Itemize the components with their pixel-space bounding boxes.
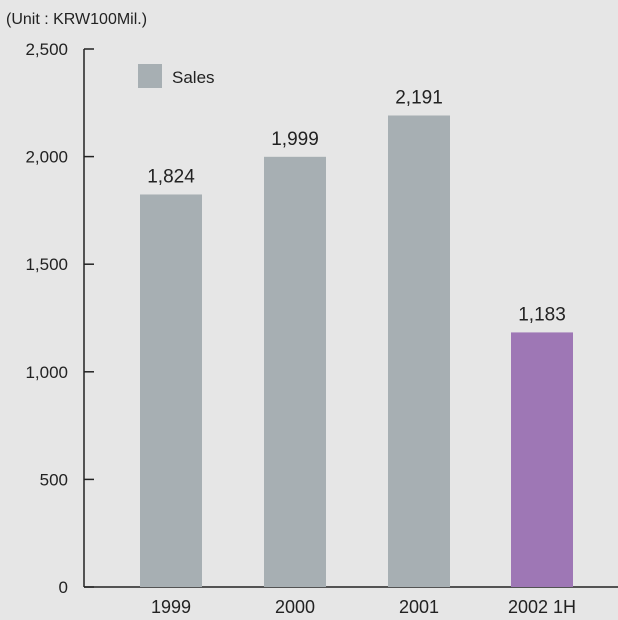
bar-1999: [140, 194, 202, 587]
x-tick-label: 2001: [399, 597, 439, 617]
data-label: 2,191: [395, 87, 443, 108]
x-tick-label: 1999: [151, 597, 191, 617]
bars: [140, 115, 573, 588]
y-tick-label: 0: [59, 578, 68, 597]
unit-note: (Unit : KRW100Mil.): [6, 11, 147, 28]
data-label: 1,824: [147, 166, 195, 187]
data-label: 1,183: [518, 304, 566, 325]
data-label: 1,999: [271, 129, 319, 150]
y-tick-label: 2,000: [25, 148, 68, 167]
bar-2001: [388, 115, 450, 588]
y-tick-label: 2,500: [25, 40, 68, 59]
y-tick-label: 1,500: [25, 255, 68, 274]
labels: 1,824 1999 1,999 2000 2,191 2001 1,183 2002 1H: [147, 87, 576, 617]
legend: Sales: [138, 64, 215, 88]
legend-label-sales: Sales: [172, 68, 215, 87]
bar-2002-1h: [511, 332, 573, 587]
x-tick-label: 2002 1H: [508, 597, 576, 617]
y-tick-label: 1,000: [25, 363, 68, 382]
bar-2000: [264, 156, 326, 588]
y-tick-label: 500: [40, 470, 68, 489]
x-tick-label: 2000: [275, 597, 315, 617]
legend-swatch-sales: [138, 64, 162, 88]
